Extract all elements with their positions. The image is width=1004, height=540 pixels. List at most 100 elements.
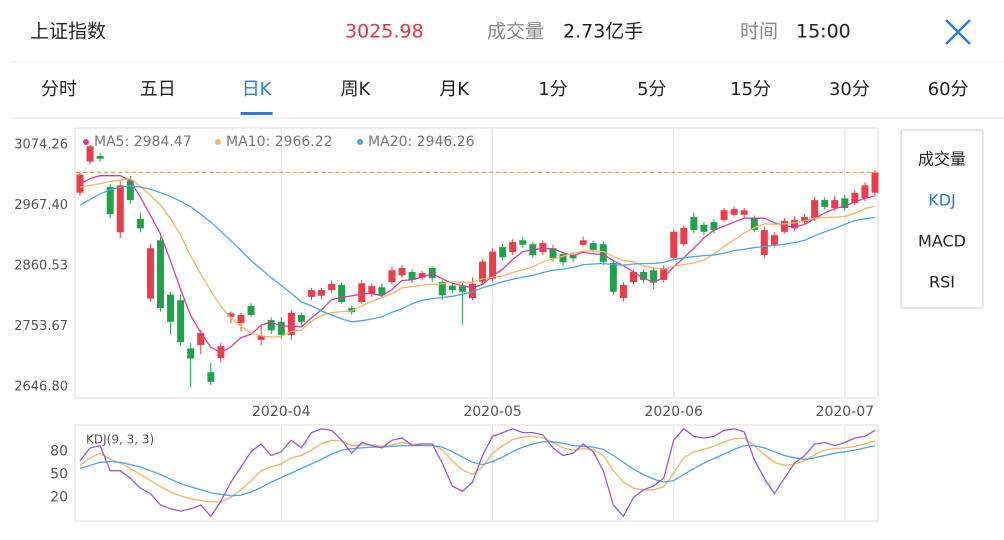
candle-body [177, 300, 185, 343]
index-price: 3025.98 [345, 21, 424, 43]
time-value: 15:00 [796, 21, 851, 43]
y-tick-label: 20 [50, 489, 68, 505]
candle-body [509, 241, 517, 253]
x-tick-label: 2020-07 [816, 404, 875, 420]
time-label: 时间 [740, 21, 778, 43]
kdj-line [79, 435, 876, 503]
indicator-button[interactable]: 成交量 [918, 150, 966, 169]
candle-body [267, 320, 275, 331]
candle-body [489, 251, 497, 279]
index-name: 上证指数 [30, 21, 106, 43]
kdj-title: KDJ(9, 3, 3) [86, 433, 154, 447]
tab[interactable]: 五日 [140, 79, 176, 100]
candle-body [801, 217, 809, 223]
candle-body [851, 192, 859, 203]
candle-body [448, 285, 456, 291]
candle-body [730, 209, 738, 215]
candle-body [710, 222, 718, 231]
candle-body [167, 294, 175, 322]
candle-body [831, 200, 839, 208]
tab[interactable]: 15分 [730, 79, 771, 100]
candle-body [821, 200, 829, 207]
y-tick-label: 50 [50, 467, 68, 483]
tab[interactable]: 5分 [637, 79, 666, 100]
candle-body [519, 240, 527, 245]
legend-label: MA20: 2946.26 [368, 134, 475, 150]
candle-body [257, 335, 265, 340]
candle-body [86, 146, 94, 162]
y-tick-label: 2753.67 [14, 319, 68, 334]
kdj-panel [74, 424, 879, 522]
price-panel [74, 127, 879, 399]
volume-label: 成交量 [487, 21, 544, 43]
candle-body [750, 218, 758, 231]
y-tick-label: 3074.26 [14, 138, 68, 153]
candle-body [438, 282, 446, 296]
kdj-line [79, 441, 876, 497]
candle-body [650, 270, 658, 283]
candle-body [277, 321, 285, 335]
candle-body [640, 271, 648, 280]
candle-body [348, 308, 356, 313]
candle-body [126, 180, 134, 201]
candle-body [569, 254, 577, 259]
legend-label: MA10: 2966.22 [226, 134, 333, 150]
indicator-button[interactable]: RSI [929, 273, 955, 292]
candle-body [700, 224, 708, 232]
indicator-button[interactable]: KDJ [928, 191, 956, 210]
legend-dot [83, 139, 89, 145]
tab[interactable]: 1分 [538, 79, 567, 100]
candle-body [690, 217, 698, 231]
candle-body [458, 286, 466, 292]
candle-body [740, 210, 748, 215]
candle-body [811, 200, 819, 219]
candle-body [468, 283, 476, 299]
candle-body [318, 290, 326, 296]
ma-line [79, 185, 876, 323]
candle-body [559, 253, 567, 263]
close-button[interactable] [936, 12, 980, 52]
ma-line [79, 177, 876, 338]
candle-body [106, 187, 114, 215]
tab[interactable]: 分时 [41, 79, 77, 100]
candle-body [207, 372, 215, 382]
candle-body [197, 333, 205, 346]
y-tick-label: 2646.80 [14, 380, 68, 395]
candle-body [841, 198, 849, 208]
candle-body [146, 248, 154, 299]
candle-body [96, 155, 104, 159]
candle-body [790, 219, 798, 229]
legend-dot [357, 139, 363, 145]
candle-body [670, 231, 678, 258]
tab-underline [240, 112, 273, 115]
candle-body [479, 261, 487, 282]
candle-body [599, 244, 607, 262]
tab[interactable]: 日K [242, 79, 273, 100]
candle-body [680, 227, 688, 245]
y-tick-label: 2967.40 [14, 198, 68, 213]
legend-label: MA5: 2984.47 [94, 134, 192, 150]
candle-body [157, 240, 165, 309]
x-tick-label: 2020-04 [252, 404, 311, 420]
candle-body [187, 348, 195, 359]
candle-body [499, 247, 507, 258]
tab[interactable]: 周K [340, 79, 371, 100]
candle-body [368, 286, 376, 295]
candle-body [579, 240, 587, 245]
candle-body [287, 312, 295, 335]
candle-body [247, 305, 255, 316]
y-tick-label: 80 [50, 444, 68, 460]
indicator-button[interactable]: MACD [918, 232, 966, 251]
candle-body [358, 283, 366, 302]
tab[interactable]: 30分 [829, 79, 870, 100]
ma-line [79, 175, 876, 354]
candle-body [629, 271, 637, 283]
close-icon[interactable] [945, 19, 971, 45]
y-tick-label: 2860.53 [14, 259, 68, 274]
candle-body [136, 218, 144, 229]
tab[interactable]: 月K [439, 79, 470, 100]
candle-body [780, 221, 788, 232]
tab[interactable]: 60分 [928, 79, 969, 100]
candle-body [660, 268, 668, 280]
